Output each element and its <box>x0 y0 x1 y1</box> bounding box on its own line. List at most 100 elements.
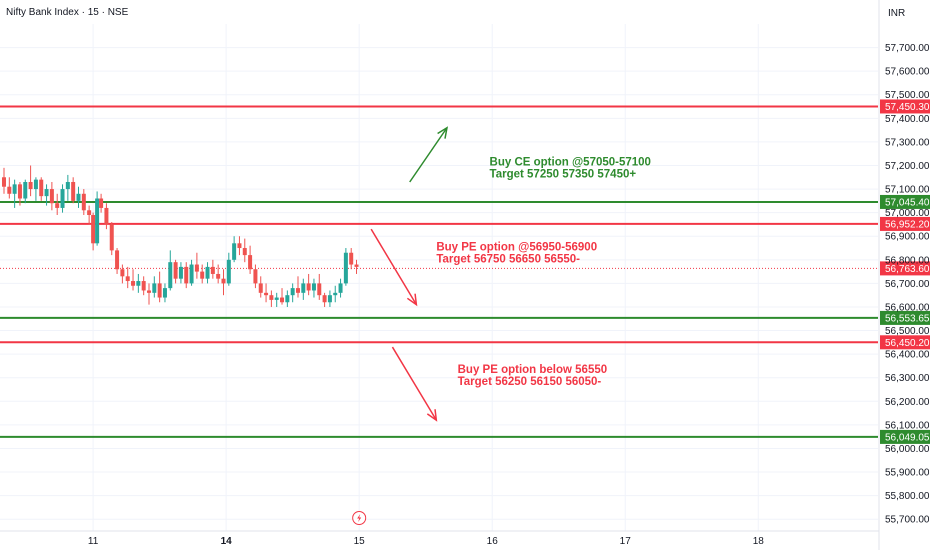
candle-body <box>95 198 100 244</box>
candles <box>1 165 359 307</box>
x-tick-label: 15 <box>354 536 366 547</box>
candle-body <box>1 177 6 187</box>
y-tick-label: 57,100.00 <box>885 185 930 196</box>
candle-body <box>125 276 130 282</box>
y-tick-label: 57,600.00 <box>885 67 930 78</box>
candle-body <box>178 266 183 279</box>
annotation-text: Buy CE option @57050-57100 <box>490 156 651 168</box>
candle-body <box>210 266 215 274</box>
arrow-head <box>437 126 449 139</box>
y-tick-label: 56,900.00 <box>885 232 930 243</box>
candle-body <box>237 243 242 249</box>
trade-arrow <box>409 127 448 183</box>
candle-body <box>104 207 109 225</box>
trade-arrow <box>391 346 437 421</box>
level-tag-label: 57,450.30 <box>885 102 930 113</box>
y-tick-label: 56,100.00 <box>885 420 930 431</box>
candle-body <box>269 295 274 300</box>
x-tick-label: 11 <box>88 536 99 547</box>
candle-body <box>295 288 300 293</box>
candle-body <box>285 295 290 303</box>
candle-body <box>120 269 125 277</box>
annotation-text: Target 56750 56650 56550- <box>436 253 580 265</box>
grid <box>0 24 878 531</box>
candle-body <box>290 288 295 296</box>
candle-body <box>115 250 120 270</box>
chart-title: Nifty Bank Index · 15 · NSE <box>6 7 129 18</box>
candle-body <box>136 281 141 286</box>
y-tick-label: 56,200.00 <box>885 397 930 408</box>
candle-body <box>23 181 28 199</box>
candle-body <box>28 181 33 190</box>
candle-body <box>232 243 237 260</box>
y-tick-label: 57,000.00 <box>885 208 930 219</box>
candle-body <box>39 179 44 197</box>
y-tick-label: 57,400.00 <box>885 114 930 125</box>
y-tick-label: 55,800.00 <box>885 491 930 502</box>
candle-body <box>338 283 343 293</box>
candle-body <box>253 269 258 284</box>
price-levels: 57,450.30 57,045.40 56,952.20 56,553.65 56,4… <box>0 99 930 444</box>
candle-body <box>327 295 332 303</box>
candle-body <box>189 264 194 284</box>
candle-body <box>76 193 81 201</box>
candle-body <box>258 283 263 293</box>
y-tick-label: 56,400.00 <box>885 350 930 361</box>
candle-body <box>343 252 348 284</box>
candle-body <box>354 264 359 267</box>
y-tick-label: 57,300.00 <box>885 137 930 148</box>
candle-body <box>280 297 285 303</box>
candle-body <box>152 283 157 293</box>
candle-body <box>162 288 167 298</box>
candle-body <box>12 184 17 194</box>
candle-body <box>44 189 49 197</box>
annotation-text: Buy PE option @56950-56900 <box>436 241 597 253</box>
y-tick-label: 56,800.00 <box>885 255 930 266</box>
y-tick-label: 57,500.00 <box>885 90 930 101</box>
candle-body <box>306 283 311 291</box>
x-tick-label: 16 <box>487 536 499 547</box>
annotation-text: Target 56250 56150 56050- <box>458 376 602 388</box>
level-tag-label: 56,952.20 <box>885 219 930 230</box>
candle-body <box>91 215 96 244</box>
candle-body <box>322 295 327 303</box>
y-tick-label: 56,600.00 <box>885 302 930 313</box>
candle-body <box>33 179 38 190</box>
candle-body <box>226 259 231 284</box>
y-tick-label: 56,000.00 <box>885 444 930 455</box>
level-tag <box>880 194 930 209</box>
candle-body <box>168 262 173 289</box>
candle-body <box>221 278 226 284</box>
candle-body <box>333 292 338 296</box>
candle-body <box>49 189 54 204</box>
candle-body <box>55 203 60 208</box>
y-tick-label: 55,700.00 <box>885 515 930 526</box>
candle-body <box>17 184 22 199</box>
candle-body <box>7 186 12 194</box>
candle-body <box>194 264 199 272</box>
y-tick-label: 57,200.00 <box>885 161 930 172</box>
level-tag <box>880 429 930 444</box>
candle-body <box>184 266 189 284</box>
last-price-label: 56,763.60 <box>885 264 930 275</box>
trade-arrow <box>370 228 418 306</box>
level-tag-label: 56,553.65 <box>885 313 930 324</box>
candle-body <box>141 281 146 291</box>
currency-label: INR <box>888 8 905 19</box>
x-tick-label: 14 <box>221 536 233 547</box>
level-tag-label: 57,045.40 <box>885 197 930 208</box>
candle-body <box>131 281 136 286</box>
level-tag <box>880 335 930 350</box>
candle-body <box>146 290 151 293</box>
level-tag <box>880 310 930 325</box>
candle-body <box>81 193 86 211</box>
arrow-head <box>426 409 438 422</box>
annotation-text: Buy PE option below 56550 <box>458 364 608 376</box>
y-tick-label: 56,700.00 <box>885 279 930 290</box>
candle-body <box>317 283 322 296</box>
candle-body <box>109 224 114 251</box>
candle-body <box>242 248 247 256</box>
